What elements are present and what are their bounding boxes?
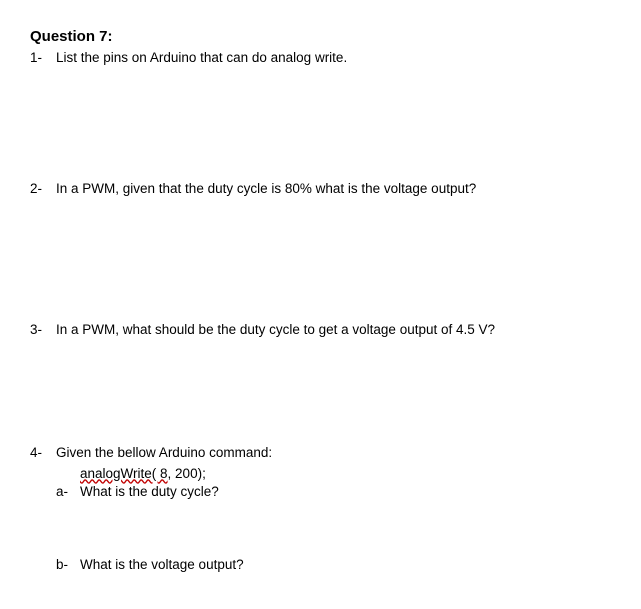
spacer — [30, 68, 611, 180]
list-item: 2- In a PWM, given that the duty cycle i… — [30, 180, 611, 199]
question-page: Question 7: 1- List the pins on Arduino … — [0, 0, 641, 575]
list-item: 3- In a PWM, what should be the duty cyc… — [30, 321, 611, 340]
item-text: In a PWM, what should be the duty cycle … — [56, 321, 611, 340]
item-text: List the pins on Arduino that can do ana… — [56, 49, 611, 68]
spacer — [30, 340, 611, 444]
item-number: 2- — [30, 180, 56, 199]
spacer — [56, 465, 80, 484]
command-line: analogWrite( 8, 200); — [56, 465, 611, 484]
command-text: analogWrite( 8, 200); — [80, 465, 611, 484]
item-number: 3- — [30, 321, 56, 340]
sub-number: b- — [56, 556, 80, 575]
item-text: In a PWM, given that the duty cycle is 8… — [56, 180, 611, 199]
sub-text: What is the duty cycle? — [80, 483, 611, 502]
spacer — [30, 199, 611, 321]
question-title: Question 7: — [30, 28, 611, 45]
command-fn: analogWrite( 8 — [80, 466, 168, 481]
spacer — [30, 502, 611, 556]
item-number: 4- — [30, 444, 56, 463]
sub-number: a- — [56, 483, 80, 502]
command-rest: , 200); — [168, 466, 206, 481]
list-item: 4- Given the bellow Arduino command: — [30, 444, 611, 463]
list-item: 1- List the pins on Arduino that can do … — [30, 49, 611, 68]
sub-text: What is the voltage output? — [80, 556, 611, 575]
item-number: 1- — [30, 49, 56, 68]
sub-item: b- What is the voltage output? — [56, 556, 611, 575]
item-text: Given the bellow Arduino command: — [56, 444, 611, 463]
sub-item: a- What is the duty cycle? — [56, 483, 611, 502]
